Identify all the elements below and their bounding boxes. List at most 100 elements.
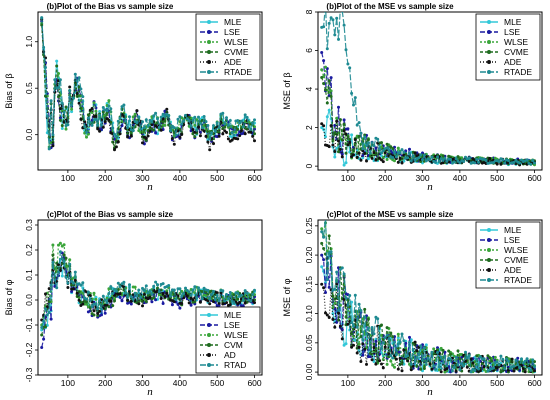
data-point	[413, 360, 417, 364]
data-point	[70, 107, 74, 111]
data-point	[335, 270, 339, 274]
data-point	[221, 111, 225, 115]
x-tick-label: 300	[135, 173, 149, 183]
data-point	[415, 355, 419, 359]
data-point	[215, 293, 219, 297]
data-point	[49, 283, 53, 287]
data-point	[335, 16, 339, 20]
data-point	[107, 305, 111, 309]
data-point	[133, 112, 137, 116]
data-point	[187, 301, 191, 305]
data-point	[225, 293, 228, 296]
data-point	[454, 369, 458, 373]
data-point	[152, 128, 156, 132]
series-rtade	[320, 220, 536, 374]
data-point	[439, 355, 443, 359]
data-point	[92, 313, 96, 317]
data-point	[355, 351, 359, 355]
data-point	[340, 152, 344, 156]
panel-1: (b)Plot of the Bias vs sample size 100 200…	[4, 2, 263, 193]
data-point	[387, 352, 391, 356]
data-point	[161, 292, 165, 295]
data-point	[322, 247, 326, 250]
data-point	[85, 130, 88, 134]
data-point	[406, 156, 410, 160]
y-tick-label: -0.3	[24, 367, 34, 382]
x-tick-label: 300	[135, 378, 149, 388]
data-point	[325, 278, 329, 282]
y-tick-label: 8	[304, 9, 314, 14]
data-point	[174, 298, 178, 301]
data-point	[467, 156, 471, 160]
data-point	[57, 72, 60, 75]
data-point	[109, 297, 113, 301]
data-point	[193, 300, 197, 304]
data-point	[72, 281, 75, 285]
y-tick-label: 0.1	[24, 269, 34, 281]
data-point	[335, 119, 339, 123]
data-point	[428, 362, 432, 366]
data-point	[465, 365, 469, 369]
legend-label: AD	[224, 350, 236, 360]
data-point	[180, 133, 184, 136]
data-point	[51, 144, 55, 148]
data-point	[346, 127, 350, 131]
x-tick-label: 600	[527, 173, 541, 183]
data-point	[380, 347, 383, 350]
data-point	[66, 286, 70, 289]
data-point	[428, 358, 432, 362]
data-point	[64, 275, 68, 279]
data-point	[523, 370, 527, 374]
y-tick-label: 0.3	[24, 219, 34, 231]
data-point	[329, 76, 333, 80]
data-point	[458, 357, 462, 361]
data-point	[170, 137, 174, 140]
data-point	[94, 114, 98, 118]
data-point	[241, 125, 245, 129]
legend-marker	[487, 60, 491, 64]
data-point	[385, 333, 389, 337]
data-point	[152, 284, 156, 288]
data-point	[47, 287, 51, 291]
data-point	[148, 295, 152, 299]
data-point	[79, 283, 83, 287]
data-point	[146, 124, 150, 128]
data-point	[64, 105, 68, 109]
data-point	[434, 367, 438, 371]
data-point	[200, 126, 204, 130]
data-point	[484, 158, 488, 162]
data-point	[236, 297, 240, 301]
data-point	[380, 323, 383, 327]
data-point	[146, 291, 150, 295]
data-point	[101, 125, 105, 129]
data-point	[44, 307, 47, 311]
data-point	[60, 101, 64, 105]
data-point	[320, 253, 324, 257]
data-point	[206, 288, 210, 292]
data-point	[469, 357, 473, 361]
data-point	[331, 317, 335, 321]
panel-3: (c)Plot of the Bias vs sample size 100 200…	[4, 210, 263, 398]
data-point	[415, 349, 419, 353]
data-point	[493, 355, 497, 359]
legend-marker	[487, 278, 491, 282]
x-tick-label: 500	[210, 378, 224, 388]
data-point	[253, 132, 256, 136]
data-point	[477, 367, 480, 371]
y-axis-label: Bias of φ	[4, 279, 14, 315]
data-point	[236, 137, 240, 141]
data-point	[445, 364, 449, 368]
data-point	[129, 299, 133, 303]
data-point	[365, 144, 368, 148]
data-point	[154, 131, 158, 135]
data-point	[100, 123, 103, 127]
data-point	[396, 160, 400, 164]
data-point	[116, 140, 120, 144]
y-axis-label: MSE of β	[282, 72, 292, 109]
data-point	[325, 313, 329, 317]
legend-label: WLSE	[504, 37, 528, 47]
legend-marker	[207, 333, 211, 337]
legend-label: WLSE	[224, 37, 248, 47]
data-point	[225, 116, 228, 120]
data-point	[424, 159, 428, 163]
